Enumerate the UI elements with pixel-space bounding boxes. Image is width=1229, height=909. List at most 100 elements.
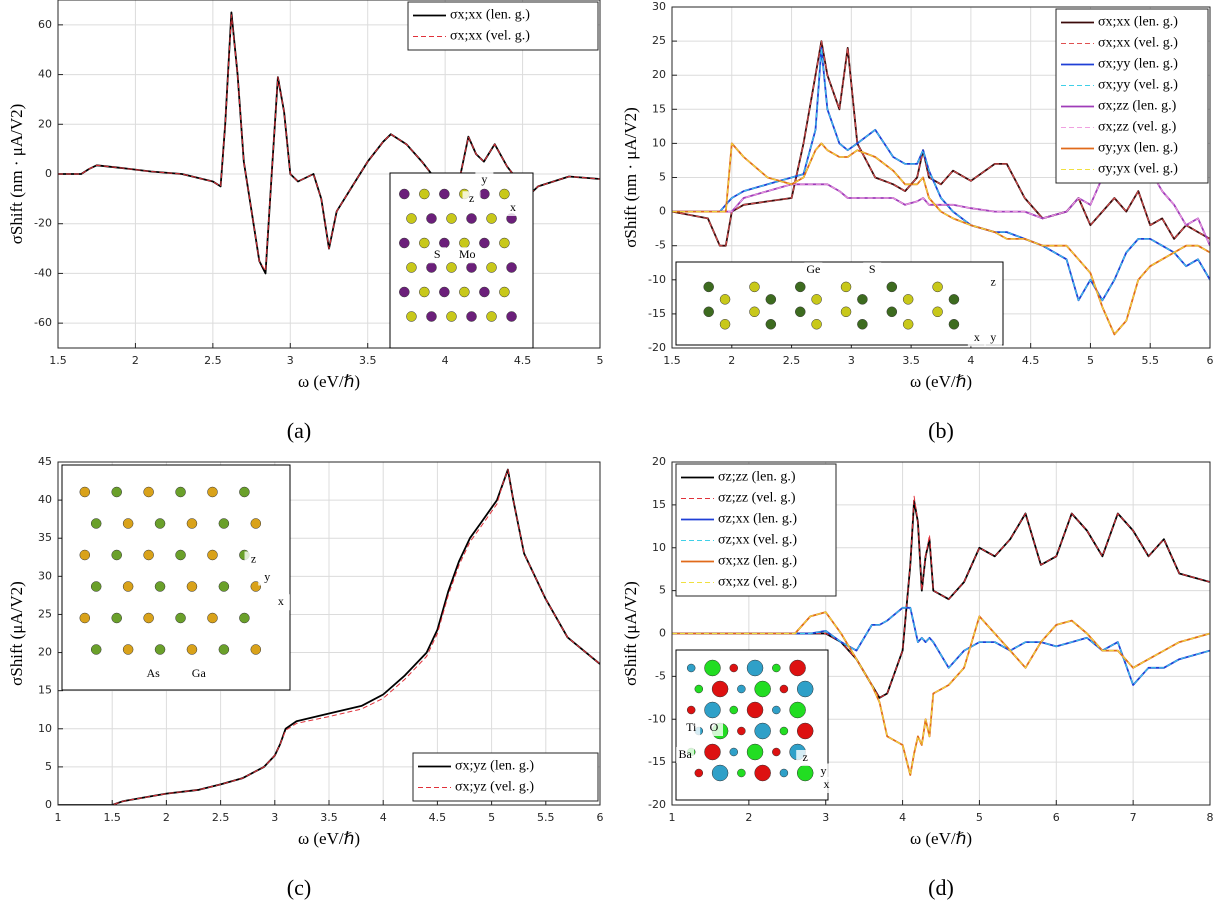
atom	[719, 294, 731, 305]
atom	[711, 680, 729, 698]
atom	[754, 722, 771, 740]
atom	[902, 294, 914, 305]
atom	[686, 705, 696, 715]
x-tick-label: 3	[271, 811, 278, 824]
atom	[932, 306, 943, 318]
atom	[703, 306, 714, 318]
y-tick-label: 20	[38, 117, 52, 130]
atom	[122, 644, 134, 655]
inset-label: Ga	[192, 666, 207, 680]
y-tick-label: 0	[45, 798, 52, 811]
inset-label-bg	[271, 594, 290, 611]
x-tick-label: 1	[669, 811, 676, 824]
y-tick-label: 40	[38, 68, 52, 81]
legend-label: σy;yx (vel. g.)	[1098, 162, 1178, 177]
legend-label: σx;zz (len. g.)	[1098, 99, 1177, 114]
y-tick-label: 30	[38, 569, 52, 582]
atom	[754, 764, 771, 782]
inset-label: z	[803, 750, 808, 764]
x-tick-label: 4	[899, 811, 906, 824]
atom	[811, 294, 822, 305]
y-tick-label: 10	[652, 541, 666, 554]
legend-label: σx;yz (vel. g.)	[455, 780, 534, 795]
atom	[175, 486, 186, 498]
atom	[789, 659, 806, 677]
caption: (b)	[928, 418, 954, 443]
atom	[186, 644, 198, 655]
plot-frame	[57, 461, 601, 806]
atom	[746, 659, 764, 677]
atom	[143, 486, 154, 498]
atom	[466, 262, 477, 273]
x-tick-label: 3	[848, 354, 855, 367]
legend-label: σx;xx (vel. g.)	[450, 29, 530, 44]
y-tick-label: 10	[38, 722, 52, 735]
atom	[466, 311, 477, 322]
y-tick-label: 0	[659, 205, 666, 218]
inset-label: y	[990, 330, 996, 344]
inset-label: z	[251, 551, 256, 565]
atom	[729, 747, 739, 757]
y-tick-label: -20	[648, 341, 666, 354]
x-axis-label: ω (eV/ℏ)	[298, 372, 360, 391]
plot-frame	[671, 461, 1211, 806]
x-tick-label: 3.5	[320, 811, 338, 824]
atom	[779, 684, 789, 694]
inset-label-bg	[796, 750, 815, 766]
atom	[207, 486, 218, 498]
x-tick-label: 8	[1207, 811, 1214, 824]
atom	[90, 518, 102, 529]
y-tick-label: 5	[659, 584, 666, 597]
atom	[932, 281, 943, 293]
x-tick-label: 4	[442, 354, 449, 367]
legend-label: σy;yx (len. g.)	[1098, 141, 1178, 156]
legend-label: σz;zz (vel. g.)	[718, 491, 796, 506]
atom	[719, 319, 731, 330]
x-tick-label: 4.5	[429, 811, 447, 824]
y-tick-label: 0	[45, 167, 52, 180]
x-tick-label: 2	[728, 354, 735, 367]
atom	[746, 701, 764, 719]
y-tick-label: -15	[648, 755, 666, 768]
series-line	[672, 607, 1210, 686]
x-tick-label: 4.5	[514, 354, 532, 367]
atom	[419, 286, 430, 298]
x-tick-label: 6	[597, 811, 604, 824]
y-axis-label: σShift (nm · μA/V2)	[7, 104, 26, 245]
y-tick-label: -5	[655, 669, 666, 682]
series-line	[672, 611, 1210, 776]
atom	[796, 722, 814, 740]
atom	[704, 743, 721, 761]
atom	[948, 319, 960, 330]
atom	[111, 549, 122, 561]
x-tick-label: 6	[1053, 811, 1060, 824]
inset-label-bg	[458, 247, 477, 264]
y-axis-label: σShift (nm · μA/V2)	[621, 107, 640, 248]
inset-label: z	[469, 191, 474, 205]
x-tick-label: 3.5	[359, 354, 377, 367]
plot-frame	[57, 0, 601, 349]
atom	[857, 319, 868, 330]
x-tick-label: 5	[1087, 354, 1094, 367]
atom	[857, 294, 868, 305]
series-line	[672, 40, 1210, 247]
inset	[675, 261, 1004, 346]
inset-label-bg	[984, 274, 1003, 291]
series-line	[58, 469, 600, 805]
atom	[207, 549, 218, 561]
inset-label-bg	[863, 262, 882, 279]
atom	[439, 237, 450, 249]
x-tick-label: 4.5	[1022, 354, 1040, 367]
atom	[154, 518, 166, 529]
legend-label: σx;xx (vel. g.)	[1098, 36, 1178, 51]
atom	[499, 188, 510, 200]
legend-label: σx;yz (len. g.)	[455, 759, 534, 774]
x-tick-label: 2.5	[783, 354, 801, 367]
atom	[886, 281, 898, 293]
inset-label: x	[278, 594, 284, 608]
legend-label: σz;xx (len. g.)	[718, 512, 797, 527]
atom	[779, 768, 789, 778]
atom	[749, 306, 760, 318]
atom	[90, 581, 102, 592]
atom	[419, 188, 430, 200]
